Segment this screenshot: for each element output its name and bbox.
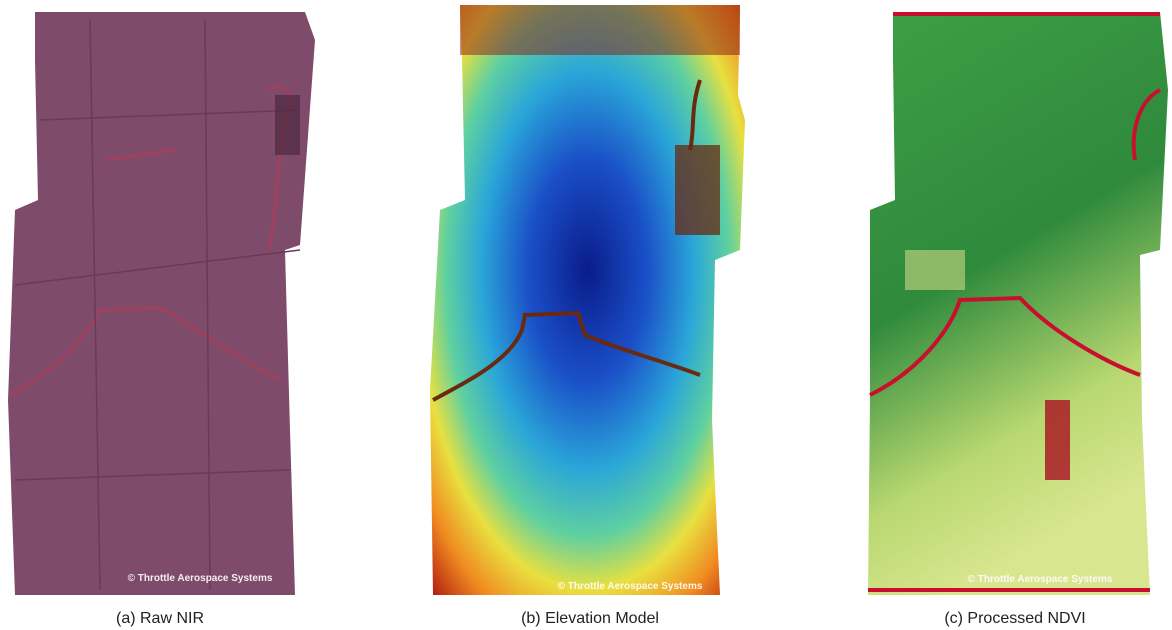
ndvi-image bbox=[868, 12, 1168, 595]
caption: (a) Raw NIR bbox=[116, 610, 204, 627]
watermark: © Throttle Aerospace Systems bbox=[558, 581, 703, 592]
figure: © Throttle Aerospace Systems © Throttle … bbox=[0, 0, 1172, 630]
nir-image bbox=[8, 12, 315, 595]
watermark: © Throttle Aerospace Systems bbox=[128, 573, 273, 584]
caption: (b) Elevation Model bbox=[521, 610, 659, 627]
watermark: © Throttle Aerospace Systems bbox=[968, 574, 1113, 585]
figure-canvas: © Throttle Aerospace Systems © Throttle … bbox=[0, 0, 1172, 630]
caption: (c) Processed NDVI bbox=[944, 610, 1085, 627]
elevation-image bbox=[430, 5, 745, 595]
